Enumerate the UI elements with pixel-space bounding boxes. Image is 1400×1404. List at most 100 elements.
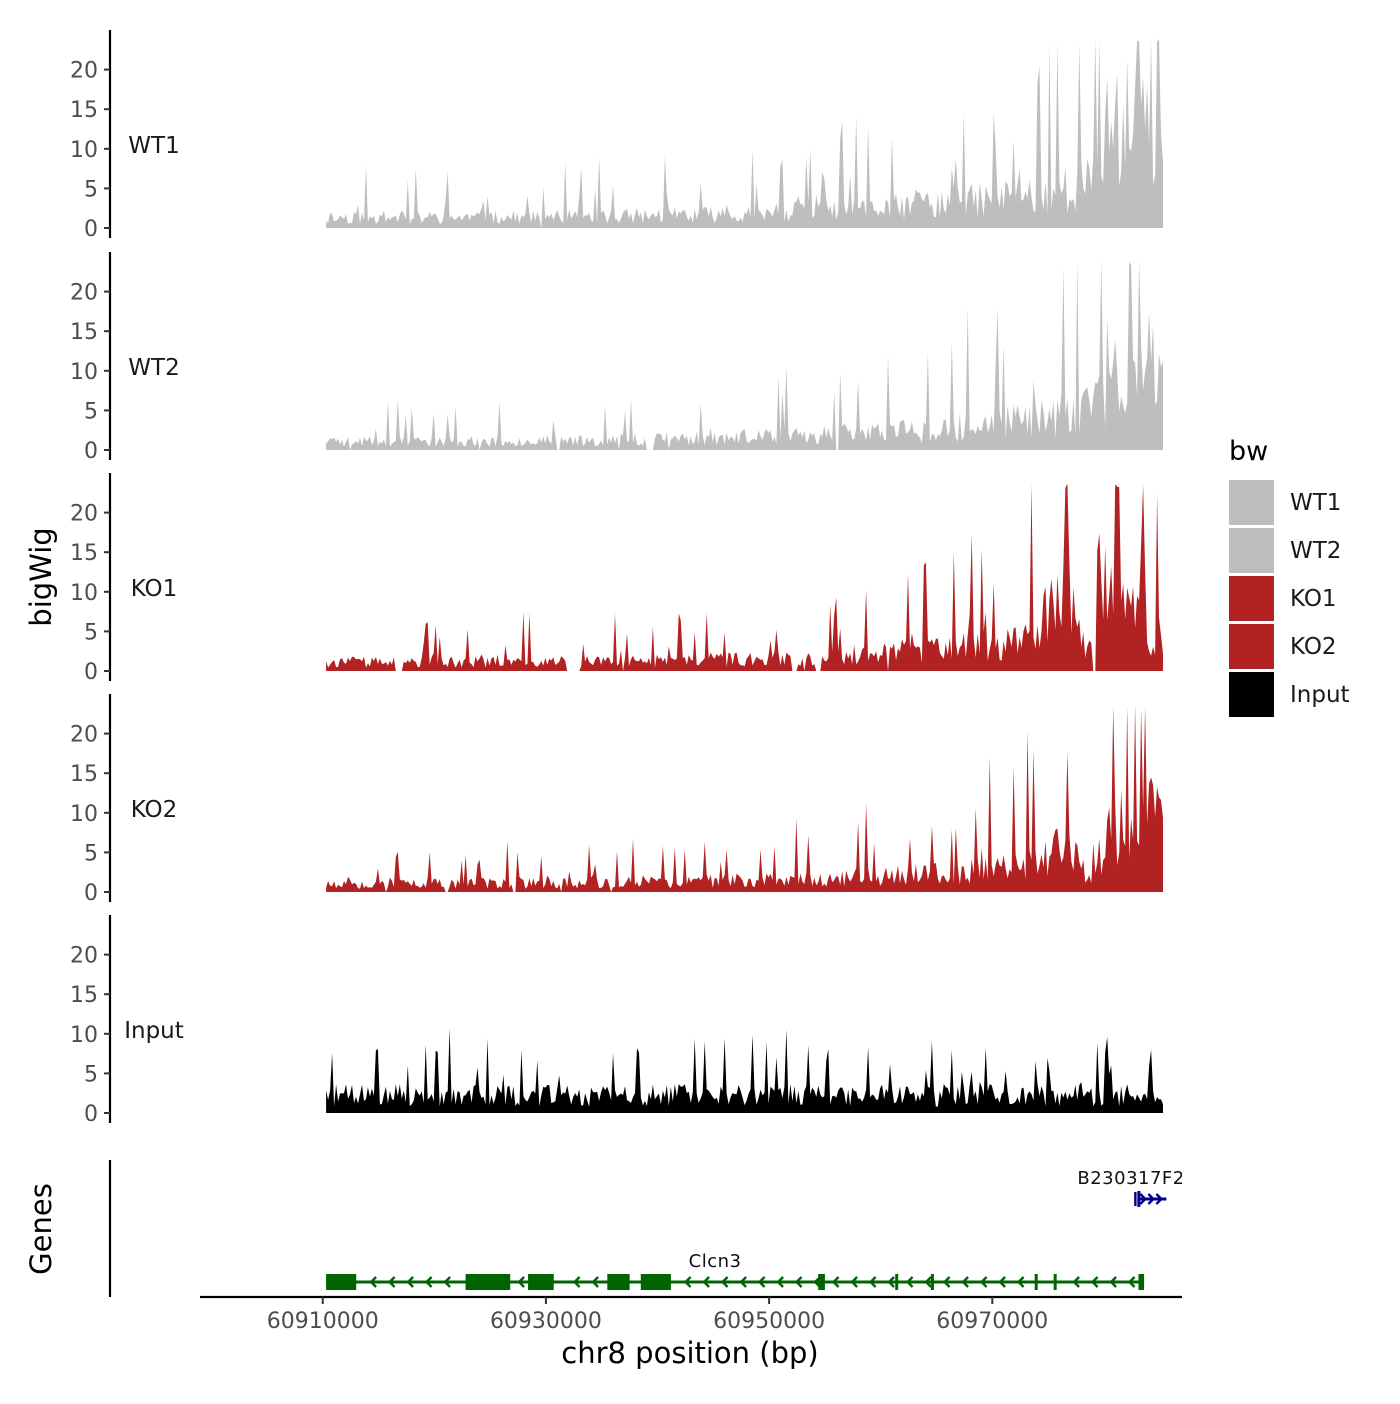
y-tick-label: 10 — [70, 1023, 98, 1048]
y-tick-label: 10 — [70, 138, 98, 163]
legend-label-wt2: WT2 — [1290, 538, 1341, 564]
y-tick-label: 15 — [70, 98, 98, 123]
exon-block — [640, 1274, 671, 1290]
y-tick-label: 10 — [70, 581, 98, 606]
exon-block — [1137, 1191, 1141, 1207]
y-tick-label: 15 — [70, 983, 98, 1008]
genes-layer: 60910000 60930000 60950000 60970000 Clcn3 B23… — [108, 1160, 1226, 1334]
strand-chevron — [424, 1276, 433, 1288]
tracks-layer: 0 5 10 15 20 WT1 0 5 10 15 20 WT2 0 5 10 15 20 KO1 0 5 10 15 2… — [70, 30, 1164, 1127]
strand-chevron — [720, 1276, 729, 1288]
x-axis-title: chr8 position (bp) — [561, 1336, 818, 1370]
strand-chevron — [572, 1276, 581, 1288]
x-tick-label: 60950000 — [713, 1309, 825, 1334]
y-tick-label: 15 — [70, 320, 98, 345]
y-tick-label: 20 — [70, 944, 98, 969]
strand-chevron — [443, 1276, 451, 1288]
y-tick-label: 0 — [84, 1102, 98, 1127]
exon-block — [1034, 1274, 1038, 1290]
track-panel-wt2: 0 5 10 15 20 WT2 — [70, 252, 1164, 464]
track-panel-ko2: 0 5 10 15 20 KO2 — [70, 694, 1164, 906]
gene-label: B230317F23Rik — [1077, 1168, 1226, 1189]
legend-label-ko1: KO1 — [1290, 586, 1337, 612]
track-label-wt2: WT2 — [128, 355, 179, 381]
strand-chevron — [961, 1276, 969, 1288]
strand-chevron — [1155, 1193, 1164, 1205]
strand-chevron — [517, 1276, 525, 1288]
y-tick-label: 0 — [84, 217, 98, 242]
exon-block — [930, 1274, 934, 1290]
legend-title: bw — [1229, 436, 1268, 467]
gene-b230317f23rik: B230317F23Rik — [1077, 1168, 1226, 1207]
strand-chevron — [776, 1276, 784, 1288]
legend-swatch-ko1 — [1229, 576, 1274, 621]
x-tick-label: 60970000 — [936, 1309, 1048, 1334]
track-label-ko2: KO2 — [131, 797, 178, 823]
y-tick-label: 20 — [70, 281, 98, 306]
track-panel-wt1: 0 5 10 15 20 WT1 — [70, 30, 1164, 242]
track-panel-ko1: 0 5 10 15 20 KO1 — [70, 473, 1164, 685]
y-tick-label: 5 — [84, 841, 98, 866]
y-tick-label: 10 — [70, 360, 98, 385]
strand-chevron — [979, 1276, 988, 1288]
track-label-wt1: WT1 — [128, 133, 179, 159]
y-tick-label: 5 — [84, 177, 98, 202]
strand-chevron — [942, 1276, 951, 1288]
genes-panel-title: Genes — [24, 1183, 58, 1275]
gene-label: Clcn3 — [689, 1251, 742, 1272]
strand-chevron — [1072, 1276, 1080, 1288]
gene-models: Clcn3 B230317F23Rik — [326, 1168, 1226, 1290]
track-label-ko1: KO1 — [131, 576, 178, 602]
exon-block — [326, 1274, 357, 1290]
coverage-area-ko2 — [326, 705, 1164, 892]
y-axis-title: bigWig — [24, 527, 58, 626]
strand-chevron — [369, 1276, 377, 1288]
legend-swatch-wt2 — [1229, 528, 1274, 573]
y-tick-label: 20 — [70, 723, 98, 748]
strand-chevron — [998, 1276, 1006, 1288]
exon-block — [528, 1274, 554, 1290]
coverage-area-wt1 — [326, 39, 1164, 229]
legend-label-wt1: WT1 — [1290, 490, 1341, 516]
x-tick-label: 60930000 — [490, 1309, 602, 1334]
strand-chevron — [757, 1276, 766, 1288]
strand-chevron — [387, 1276, 396, 1288]
y-tick-label: 0 — [84, 660, 98, 685]
y-tick-label: 10 — [70, 802, 98, 827]
exon-block — [1138, 1274, 1145, 1290]
strand-chevron — [1139, 1193, 1148, 1205]
strand-chevron — [794, 1276, 803, 1288]
legend-swatch-input — [1229, 672, 1274, 717]
exon-block — [1053, 1274, 1057, 1290]
gene-clcn3: Clcn3 — [326, 1251, 1145, 1290]
strand-chevron — [924, 1276, 932, 1288]
strand-chevron — [1109, 1276, 1117, 1288]
strand-chevron — [1147, 1193, 1156, 1205]
strand-chevron — [1090, 1276, 1099, 1288]
y-tick-label: 20 — [70, 59, 98, 84]
track-label-input: Input — [124, 1018, 184, 1044]
y-tick-label: 5 — [84, 399, 98, 424]
strand-chevron — [406, 1276, 414, 1288]
strand-chevron — [683, 1276, 692, 1288]
coverage-area-input — [326, 1027, 1164, 1113]
strand-chevron — [868, 1276, 877, 1288]
strand-chevron — [591, 1276, 599, 1288]
exon-block — [465, 1274, 511, 1290]
exon-block — [607, 1274, 630, 1290]
track-panel-input: 0 5 10 15 20 Input — [70, 915, 1164, 1127]
y-tick-label: 0 — [84, 881, 98, 906]
y-tick-label: 15 — [70, 541, 98, 566]
legend-swatch-ko2 — [1229, 624, 1274, 669]
exon-block — [818, 1274, 825, 1290]
x-tick-label: 60910000 — [267, 1309, 379, 1334]
strand-chevron — [887, 1276, 895, 1288]
strand-chevron — [1016, 1276, 1025, 1288]
y-tick-label: 5 — [84, 620, 98, 645]
y-tick-label: 15 — [70, 762, 98, 787]
legend-label-input: Input — [1290, 682, 1350, 708]
legend-swatch-wt1 — [1229, 480, 1274, 525]
strand-chevron — [831, 1276, 840, 1288]
